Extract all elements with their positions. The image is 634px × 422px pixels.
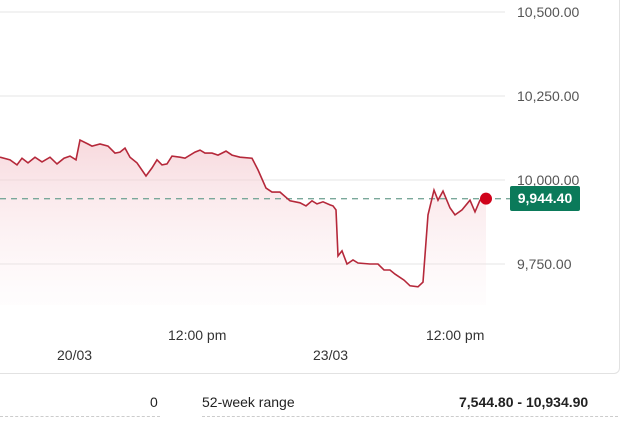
x-tick-label: 12:00 pm (426, 327, 484, 343)
x-tick-label: 12:00 pm (168, 327, 226, 343)
range-label: 52-week range (202, 394, 295, 410)
chart-card (0, 0, 620, 374)
y-tick-label: 10,250.00 (517, 88, 579, 104)
y-tick-label: 9,750.00 (517, 256, 572, 272)
stat-value: 0 (150, 394, 158, 410)
y-tick-label: 10,500.00 (517, 4, 579, 20)
price-line (0, 138, 487, 288)
current-price-dot (480, 192, 492, 205)
x-tick-label: 23/03 (313, 347, 348, 363)
price-area (0, 140, 486, 305)
price-chart[interactable]: 10,500.00 10,250.00 10,000.00 9,750.00 12:0… (0, 0, 634, 380)
stats-row: 0 52-week range 7,544.80 - 10,934.90 (0, 384, 634, 422)
y-tick-label: 10,000.00 (517, 172, 579, 188)
x-tick-label: 20/03 (57, 347, 92, 363)
current-price-badge: 9,944.40 (510, 186, 580, 211)
range-value: 7,544.80 - 10,934.90 (459, 394, 589, 410)
